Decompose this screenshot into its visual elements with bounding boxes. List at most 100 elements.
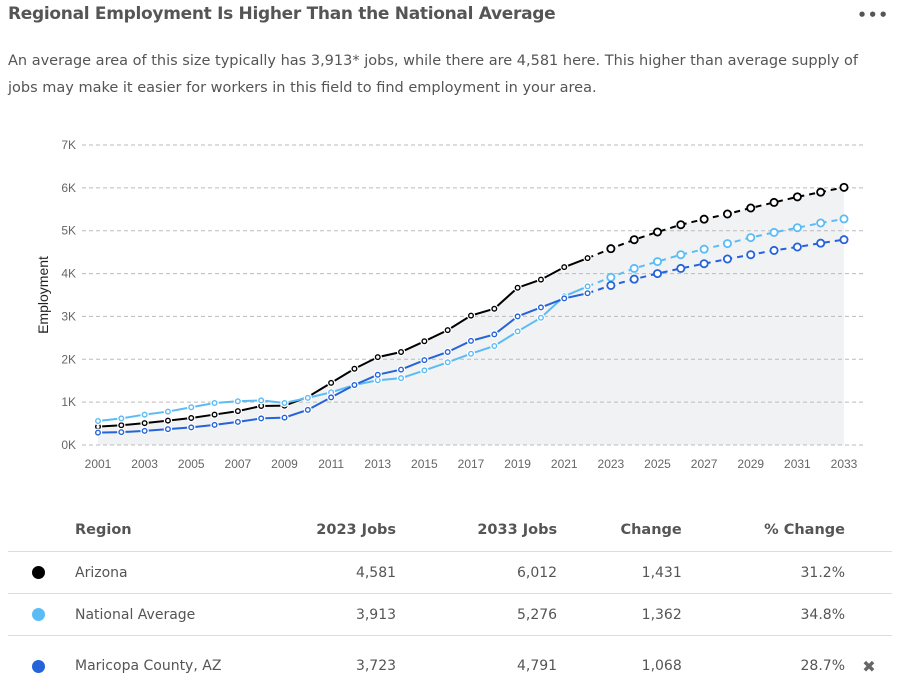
data-point-center: [586, 257, 589, 260]
data-point-center: [190, 406, 193, 409]
x-tick-label: 2023: [598, 457, 625, 471]
data-point-center: [376, 379, 379, 382]
data-point-center: [260, 399, 263, 402]
page-title: Regional Employment Is Higher Than the N…: [8, 4, 555, 24]
data-point-center: [539, 306, 542, 309]
data-point-center: [120, 417, 123, 420]
data-point: [724, 210, 731, 217]
x-tick-label: 2031: [784, 457, 811, 471]
legend-dot-maricopa: [32, 660, 45, 673]
data-point: [677, 265, 684, 272]
data-point: [607, 274, 614, 281]
data-point: [817, 189, 824, 196]
data-point-center: [330, 381, 333, 384]
y-tick-label: 1K: [61, 395, 76, 409]
x-tick-label: 2015: [411, 457, 438, 471]
data-point: [701, 246, 708, 253]
data-point: [770, 199, 777, 206]
data-point-center: [563, 266, 566, 269]
data-point-center: [423, 359, 426, 362]
data-point-center: [539, 316, 542, 319]
data-point-center: [446, 350, 449, 353]
data-point: [794, 193, 801, 200]
data-point-center: [120, 424, 123, 427]
data-point-center: [376, 356, 379, 359]
data-point-center: [213, 401, 216, 404]
x-tick-label: 2007: [225, 457, 252, 471]
data-point-center: [236, 400, 239, 403]
data-point: [607, 282, 614, 289]
data-point-center: [399, 350, 402, 353]
x-tick-label: 2013: [364, 457, 391, 471]
data-point-center: [563, 297, 566, 300]
y-tick-label: 7K: [61, 138, 76, 152]
data-point-center: [213, 423, 216, 426]
data-point: [747, 234, 754, 241]
data-point-center: [493, 344, 496, 347]
data-point-center: [143, 429, 146, 432]
data-point-center: [96, 431, 99, 434]
data-point-center: [236, 410, 239, 413]
data-point-center: [516, 315, 519, 318]
data-point-center: [516, 330, 519, 333]
x-tick-label: 2005: [178, 457, 205, 471]
x-tick-label: 2027: [691, 457, 718, 471]
data-point-center: [469, 339, 472, 342]
data-point: [770, 247, 777, 254]
comparison-table: Region 2023 Jobs 2033 Jobs Change % Chan…: [8, 509, 892, 696]
change: 1,362: [558, 594, 683, 636]
data-point-center: [143, 413, 146, 416]
pct-change: 31.2%: [683, 552, 846, 594]
data-point-center: [493, 333, 496, 336]
data-point-center: [166, 419, 169, 422]
data-point: [654, 258, 661, 265]
data-point-center: [493, 307, 496, 310]
more-options-icon[interactable]: •••: [857, 6, 889, 24]
header-pct-change: % Change: [683, 509, 846, 552]
data-point-center: [469, 352, 472, 355]
x-tick-label: 2009: [271, 457, 298, 471]
data-point-center: [353, 367, 356, 370]
y-tick-label: 2K: [61, 352, 76, 366]
table-header-row: Region 2023 Jobs 2033 Jobs Change % Chan…: [8, 509, 892, 552]
data-point: [654, 228, 661, 235]
data-point: [747, 251, 754, 258]
data-point-center: [423, 369, 426, 372]
x-tick-label: 2017: [458, 457, 485, 471]
data-point: [654, 270, 661, 277]
data-point-center: [190, 426, 193, 429]
header-2023-jobs: 2023 Jobs: [236, 509, 397, 552]
data-point-center: [190, 416, 193, 419]
x-tick-label: 2003: [131, 457, 158, 471]
description-text: An average area of this size typically h…: [8, 48, 888, 102]
data-point: [701, 216, 708, 223]
data-point: [631, 265, 638, 272]
data-point-center: [586, 285, 589, 288]
data-point: [840, 184, 847, 191]
data-point-center: [143, 422, 146, 425]
legend-dot-national-average: [32, 608, 45, 621]
x-tick-label: 2033: [831, 457, 858, 471]
data-point: [724, 240, 731, 247]
y-tick-label: 3K: [61, 309, 76, 323]
change: 1,431: [558, 552, 683, 594]
data-point-center: [120, 431, 123, 434]
y-tick-label: 5K: [61, 224, 76, 238]
data-point-center: [399, 377, 402, 380]
x-tick-label: 2001: [85, 457, 112, 471]
header-2033-jobs: 2033 Jobs: [397, 509, 558, 552]
data-point-center: [260, 417, 263, 420]
data-point: [677, 251, 684, 258]
x-tick-label: 2021: [551, 457, 578, 471]
data-point: [701, 260, 708, 267]
data-point-center: [586, 292, 589, 295]
data-point-center: [283, 416, 286, 419]
data-point: [631, 236, 638, 243]
data-point-center: [166, 428, 169, 431]
data-point: [794, 224, 801, 231]
data-point-center: [283, 401, 286, 404]
data-point: [677, 221, 684, 228]
table-row: Arizona 4,581 6,012 1,431 31.2%: [8, 552, 892, 594]
